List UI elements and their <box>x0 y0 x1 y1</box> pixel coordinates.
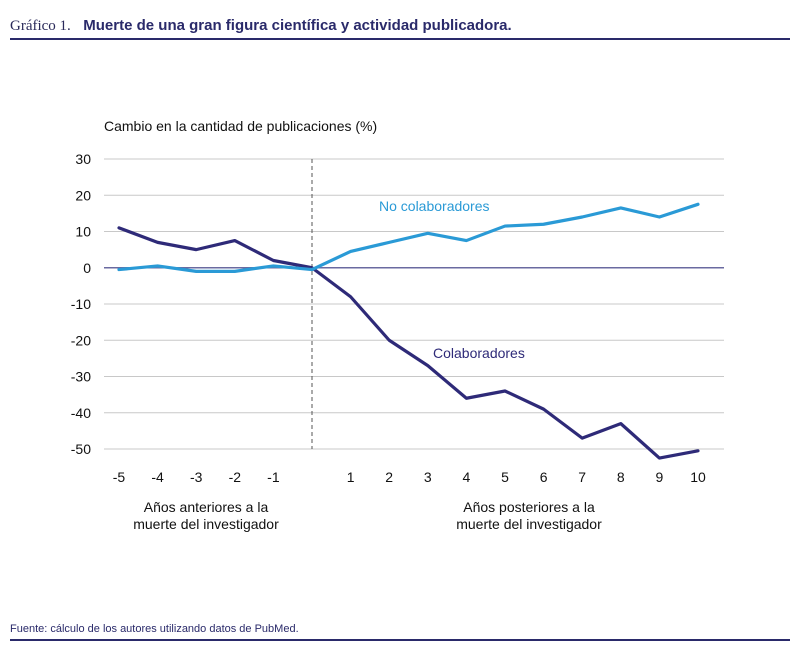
line-chart: Cambio en la cantidad de publicaciones (… <box>71 118 724 532</box>
source-note: Fuente: cálculo de los autores utilizand… <box>10 623 299 635</box>
x-tick-label: -5 <box>113 469 126 485</box>
y-tick-label: 20 <box>75 187 91 203</box>
x-tick-label: 9 <box>656 469 664 485</box>
x-tick-label: 6 <box>540 469 548 485</box>
x-tick-label: 2 <box>385 469 393 485</box>
x-tick-label: -2 <box>229 469 242 485</box>
x-tick-label: -1 <box>267 469 280 485</box>
x-tick-label: 3 <box>424 469 432 485</box>
y-tick-label: -20 <box>71 332 91 348</box>
annotation-no-colaboradores: No colaboradores <box>379 198 490 214</box>
figure-label: Gráfico 1. <box>10 18 71 34</box>
gridlines <box>104 158 724 450</box>
x-tick-label: -4 <box>151 469 164 485</box>
x-tick-labels: -5 -4 -3 -2 -1 1 2 3 4 5 6 7 8 9 10 <box>113 469 706 485</box>
figure-header: Gráfico 1. Muerte de una gran figura cie… <box>10 17 790 35</box>
figure-title: Muerte de una gran figura científica y a… <box>83 17 512 34</box>
series-line-no-colaboradores <box>117 202 700 273</box>
series-line-colaboradores <box>117 226 700 460</box>
y-tick-label: -40 <box>71 405 91 421</box>
annotation-colaboradores: Colaboradores <box>433 345 525 361</box>
y-tick-labels: 30 20 10 0 -10 -20 -30 -40 -50 <box>71 151 91 457</box>
header-rule <box>10 38 790 40</box>
x-tick-label: 5 <box>501 469 509 485</box>
y-tick-label: -30 <box>71 369 91 385</box>
y-tick-label: -50 <box>71 441 91 457</box>
y-tick-label: 30 <box>75 151 91 167</box>
x-tick-label: -3 <box>190 469 203 485</box>
y-tick-label: 0 <box>83 260 91 276</box>
x-tick-label: 1 <box>347 469 355 485</box>
footer-rule <box>10 639 790 641</box>
x-tick-label: 4 <box>463 469 471 485</box>
x-tick-label: 7 <box>578 469 586 485</box>
y-axis-label: Cambio en la cantidad de publicaciones (… <box>104 118 377 134</box>
x-group-label-after: Años posteriores a la muerte del investig… <box>456 499 602 532</box>
x-group-label-before: Años anteriores a la muerte del investiga… <box>133 499 279 532</box>
y-tick-label: -10 <box>71 296 91 312</box>
x-tick-label: 10 <box>690 469 706 485</box>
y-tick-label: 10 <box>75 224 91 240</box>
series-lines <box>117 202 700 460</box>
x-tick-label: 8 <box>617 469 625 485</box>
